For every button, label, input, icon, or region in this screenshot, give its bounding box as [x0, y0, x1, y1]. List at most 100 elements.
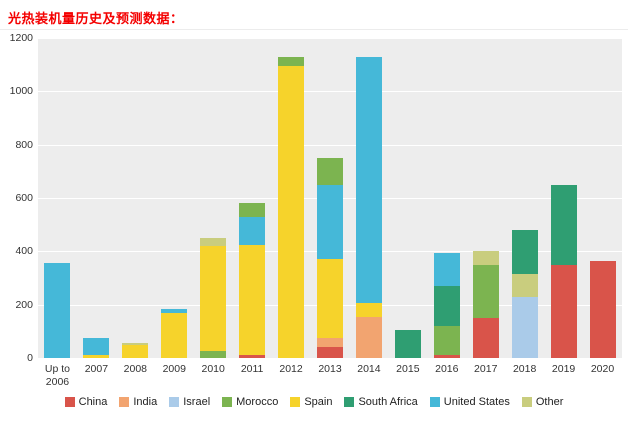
legend-label: India — [133, 396, 158, 408]
x-tick-label: 2013 — [318, 363, 342, 375]
gridline — [38, 38, 622, 39]
bar-2019 — [550, 184, 577, 358]
y-tick-label: 1000 — [9, 85, 33, 98]
bar-segment-india — [317, 338, 343, 348]
x-tick-label: 2019 — [551, 363, 576, 375]
y-tick-label: 0 — [27, 352, 33, 364]
x-tick-label: 2009 — [162, 363, 186, 375]
bar-segment-united-states — [317, 184, 343, 260]
bar-2013 — [317, 158, 343, 358]
bar-2011 — [239, 203, 266, 358]
bar-segment-spain — [278, 66, 305, 358]
legend-item-spain: Spain — [290, 396, 332, 408]
x-tick-label: Up to 2006 — [44, 363, 71, 388]
bar-2017 — [472, 251, 499, 358]
legend-swatch — [344, 397, 355, 407]
legend-label: Morocco — [236, 396, 279, 408]
bar-segment-other — [200, 238, 227, 247]
bar-segment-spain — [122, 344, 149, 358]
bar-segment-spain — [83, 354, 110, 358]
legend-label: China — [78, 396, 108, 408]
bar-2016 — [433, 252, 460, 358]
legend-label: Other — [535, 396, 564, 408]
bar-segment-china — [239, 355, 266, 358]
bar-segment-morocco — [317, 158, 343, 185]
y-tick-label: 800 — [15, 138, 33, 151]
legend-item-china: China — [64, 396, 108, 408]
bar-segment-united-states — [433, 252, 460, 287]
legend-label: Spain — [304, 396, 333, 408]
legend-swatch — [222, 397, 233, 407]
bar-segment-morocco — [200, 351, 227, 358]
bar-2012 — [278, 56, 305, 358]
legend-label: United States — [443, 396, 510, 408]
legend-item-morocco: Morocco — [222, 396, 278, 408]
y-tick-label: 600 — [15, 192, 33, 204]
legend-item-other: Other — [521, 396, 564, 408]
bar-segment-united-states — [239, 216, 266, 245]
bar-segment-morocco — [239, 203, 266, 217]
legend-swatch — [290, 397, 301, 407]
y-axis: 0 200 400 600 800 1000 1200 — [0, 32, 33, 364]
bar-segment-china — [317, 347, 343, 358]
x-tick-label: 2011 — [240, 363, 264, 375]
legend-swatch — [169, 397, 180, 407]
bar-segment-spain — [200, 246, 227, 352]
bar-segment-china — [433, 355, 460, 358]
bar-segment-united-states — [161, 309, 188, 313]
bar-segment-south-africa — [550, 184, 577, 265]
bar-segment-other — [511, 274, 538, 297]
x-tick-label: 2008 — [123, 363, 147, 375]
bar-segment-spain — [161, 312, 188, 358]
y-tick-label: 200 — [15, 298, 33, 311]
bar-2010 — [200, 238, 227, 358]
x-tick-label: 2010 — [201, 363, 225, 375]
bar-segment-morocco — [433, 326, 460, 356]
bar-segment-morocco — [472, 264, 499, 318]
bar-segment-united-states — [83, 338, 110, 355]
bar-segment-spain — [355, 303, 382, 317]
legend-swatch — [119, 397, 130, 407]
bar-segment-south-africa — [511, 230, 538, 275]
bar-segment-united-states — [355, 56, 382, 304]
bar-segment-china — [472, 318, 499, 358]
legend-swatch — [64, 397, 75, 407]
legend-label: South Africa — [358, 396, 418, 408]
bar-segment-other — [122, 342, 149, 345]
legend-item-united-states: United States — [429, 396, 510, 408]
page-title: 光热装机量历史及预测数据： — [8, 11, 184, 26]
y-tick-label: 400 — [15, 245, 33, 258]
bar-2008 — [122, 342, 149, 358]
bar-segment-spain — [239, 244, 266, 356]
bar-segment-china — [589, 260, 616, 358]
article-header: 光热装机量历史及预测数据： — [8, 8, 628, 28]
bar-segment-israel — [511, 296, 538, 358]
legend-item-israel: Israel — [169, 396, 210, 408]
bar-segment-south-africa — [394, 330, 421, 358]
bar-segment-other — [472, 251, 499, 265]
bar-segment-spain — [317, 259, 343, 339]
legend: China India Israel Morocco Spain South Africa… — [0, 396, 628, 408]
x-tick-label: 2017 — [474, 363, 498, 375]
bar-segment-south-africa — [433, 286, 460, 327]
x-tick-label: 2014 — [357, 363, 381, 375]
x-tick-label: 2016 — [435, 363, 459, 375]
bar-2007 — [83, 338, 110, 358]
bar-up-to-2006 — [44, 263, 71, 358]
bar-2014 — [355, 56, 382, 358]
x-tick-label: 2012 — [279, 363, 303, 375]
legend-item-india: India — [119, 396, 157, 408]
x-tick-label: 2015 — [396, 363, 420, 375]
x-tick-label: 2007 — [84, 363, 109, 375]
x-tick-label: 2018 — [512, 363, 537, 375]
y-tick-label: 1200 — [9, 32, 33, 44]
bar-segment-morocco — [278, 56, 305, 66]
bar-2009 — [161, 309, 188, 358]
x-tick-label: 2020 — [590, 363, 615, 375]
bar-2020 — [589, 260, 616, 358]
legend-item-south-africa: South Africa — [344, 396, 418, 408]
bar-segment-india — [355, 316, 382, 358]
header-divider — [0, 29, 628, 30]
gridline — [38, 91, 622, 93]
